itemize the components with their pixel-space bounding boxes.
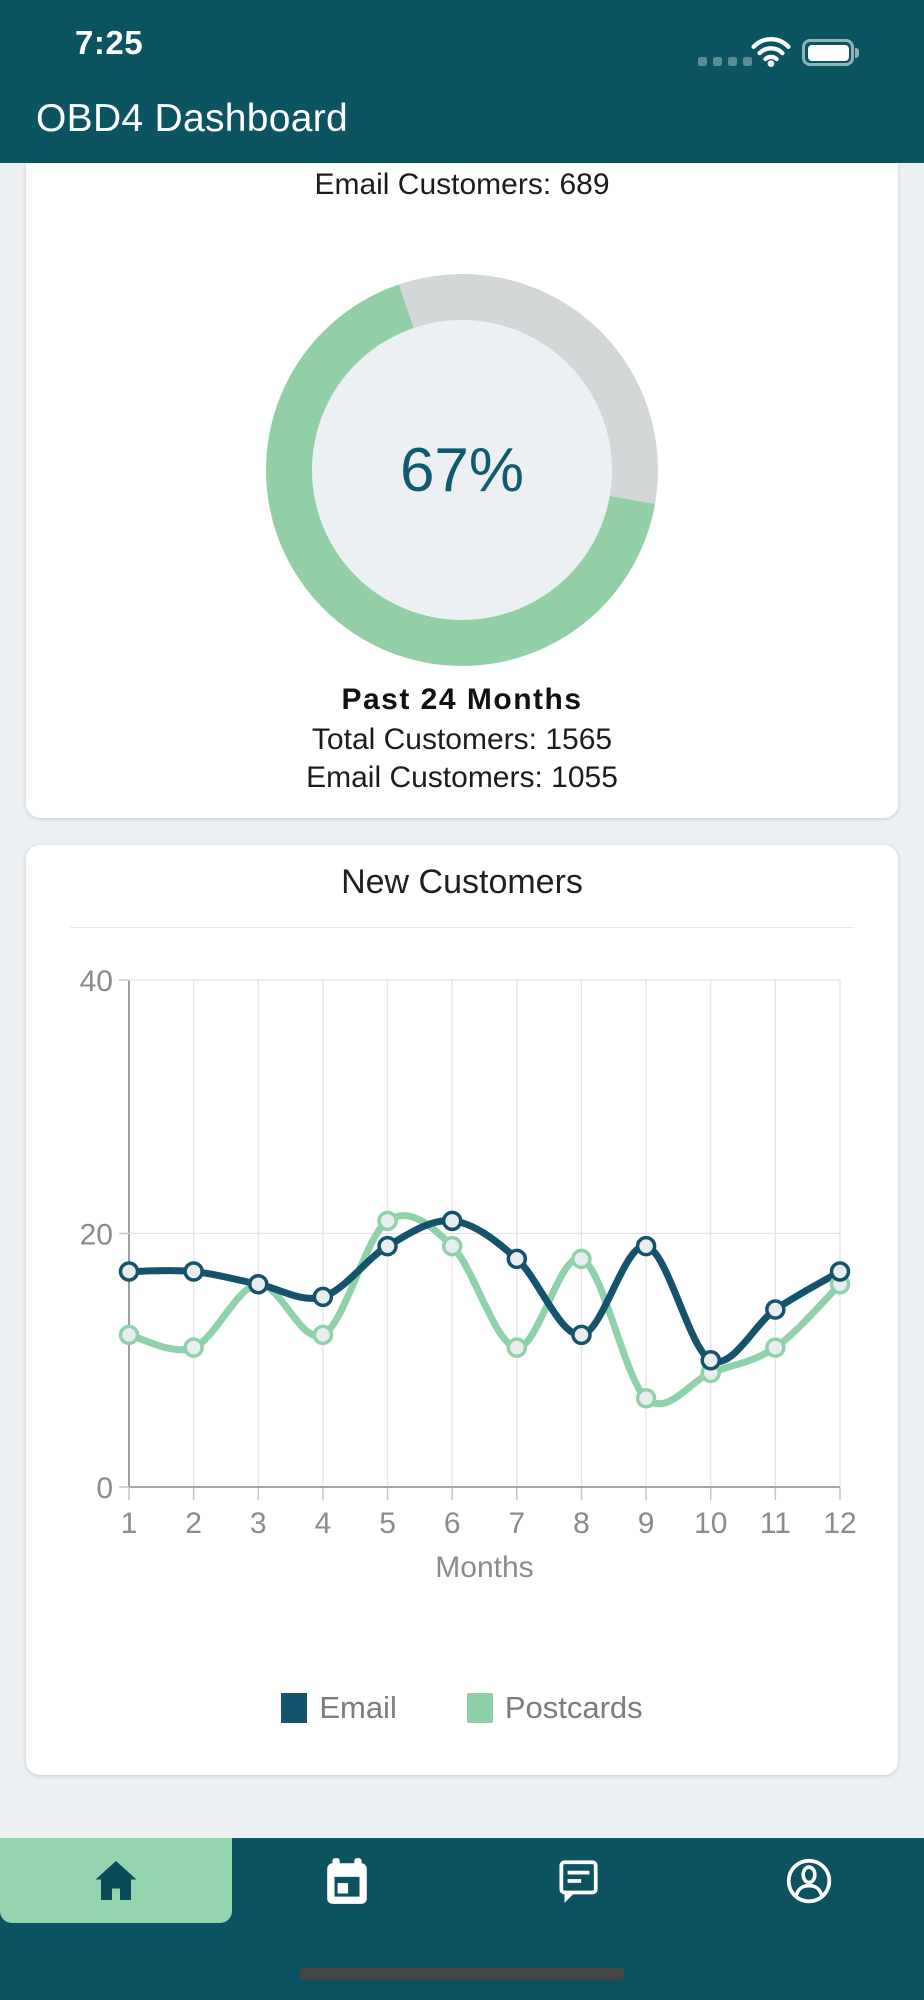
series-point-email (829, 1261, 851, 1282)
chart-title: New Customers (341, 863, 583, 901)
svg-text:6: 6 (444, 1507, 461, 1540)
total-customers-stat: Total Customers: 1565 (311, 723, 613, 756)
svg-text:4: 4 (315, 1507, 332, 1540)
period-label: Past 24 Months (341, 683, 583, 716)
calendar-icon (326, 1857, 367, 1904)
series-point-postcards (312, 1324, 334, 1346)
nav-item-calendar[interactable] (231, 1838, 462, 1923)
svg-text:0: 0 (96, 1472, 113, 1505)
page-title: OBD4 Dashboard (36, 97, 349, 140)
svg-text:10: 10 (694, 1507, 727, 1540)
home-indicator[interactable] (299, 1968, 625, 1980)
svg-text:3: 3 (250, 1507, 267, 1540)
series-line-email (125, 1217, 844, 1366)
svg-text:9: 9 (638, 1507, 655, 1540)
legend-item-email[interactable]: Email (281, 1690, 397, 1726)
legend-swatch-postcards (466, 1693, 493, 1723)
summary-card: Email Customers: 689 67% Past 24 Months … (26, 163, 898, 818)
series-point-postcards (377, 1210, 398, 1232)
series-point-postcards (571, 1248, 592, 1270)
donut-chart[interactable]: 67% (266, 274, 658, 666)
legend-label-email: Email (319, 1690, 397, 1725)
svg-text:1: 1 (121, 1507, 138, 1540)
donut-percent-label: 67% (399, 435, 525, 505)
cellular-signal-icon (698, 57, 752, 66)
series-point-email (377, 1235, 398, 1257)
svg-text:20: 20 (80, 1219, 113, 1252)
profile-icon (786, 1858, 831, 1903)
series-point-email (635, 1235, 657, 1257)
series-point-email (441, 1210, 463, 1232)
legend-swatch-email (281, 1693, 308, 1723)
series-point-email (571, 1324, 592, 1346)
divider (70, 927, 854, 928)
series-point-email (118, 1261, 140, 1282)
status-time: 7:25 (75, 24, 144, 61)
wifi-icon (751, 37, 791, 67)
series-point-postcards (765, 1337, 786, 1358)
series-point-postcards (118, 1324, 140, 1346)
svg-text:5: 5 (379, 1507, 396, 1540)
series-point-email (700, 1350, 721, 1371)
nav-item-profile[interactable] (693, 1838, 924, 1923)
donut-hole: 67% (312, 320, 612, 620)
series-point-postcards (183, 1337, 204, 1358)
series-point-email (765, 1299, 786, 1320)
nav-item-home[interactable] (0, 1838, 231, 1923)
svg-text:7: 7 (508, 1507, 525, 1540)
svg-text:11: 11 (760, 1507, 791, 1540)
nav-item-chat[interactable] (462, 1838, 693, 1923)
series-point-postcards (635, 1388, 657, 1409)
svg-text:2: 2 (185, 1507, 202, 1540)
bottom-nav (0, 1838, 924, 2000)
series-line-postcards (125, 1212, 844, 1408)
legend-label-postcards: Postcards (504, 1690, 643, 1725)
email-customers-stat: Email Customers: 1055 (306, 761, 618, 794)
svg-text:8: 8 (573, 1507, 590, 1540)
home-icon (95, 1860, 136, 1900)
series-point-postcards (441, 1235, 463, 1257)
app-header: 7:25 OBD4 Dashboard (0, 0, 924, 163)
series-point-postcards (506, 1337, 528, 1358)
x-axis-label: Months (435, 1551, 533, 1584)
battery-icon (802, 39, 859, 66)
series-point-email (506, 1248, 528, 1270)
svg-text:12: 12 (823, 1507, 856, 1540)
series-point-email (312, 1286, 334, 1308)
legend-item-postcards[interactable]: Postcards (466, 1690, 643, 1726)
series-point-email (248, 1273, 269, 1295)
chart-card: New Customers 1 2 3 4 5 6 7 8 9 10 11 12 0 20 40 Months… (26, 845, 898, 1775)
chat-icon (558, 1859, 598, 1903)
summary-top-stat: Email Customers: 689 (314, 168, 610, 201)
series-point-email (183, 1261, 204, 1282)
svg-text:40: 40 (80, 965, 113, 998)
chart-legend: Email Postcards (26, 1690, 898, 1726)
